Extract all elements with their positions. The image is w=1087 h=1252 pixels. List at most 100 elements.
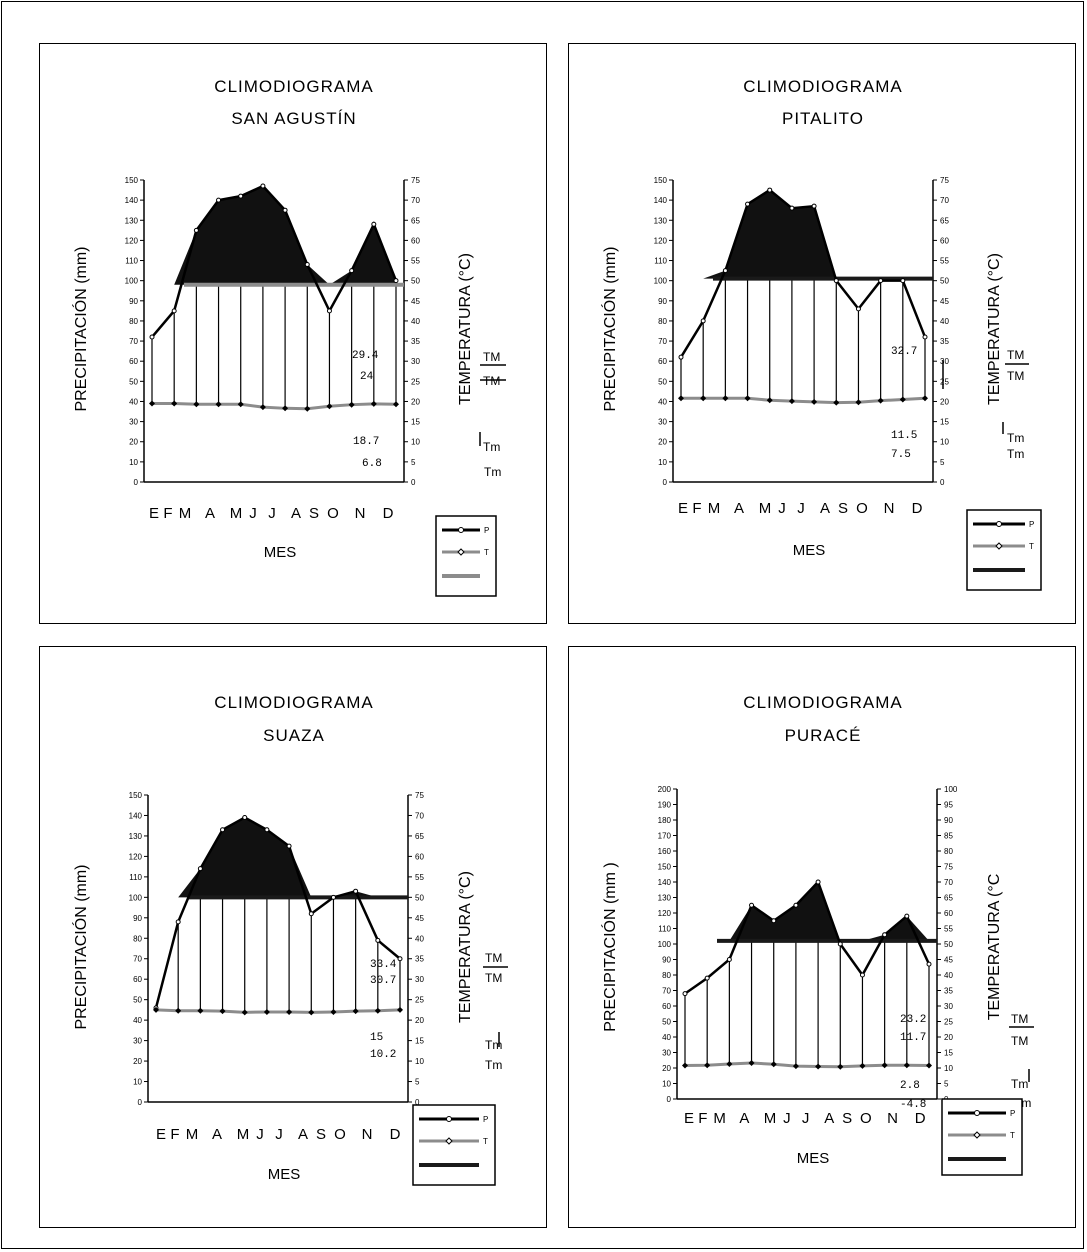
y2-tick-label: 15 (944, 1049, 953, 1058)
y2-tick-label: 70 (411, 196, 420, 205)
y-tick-label: 170 (658, 832, 672, 841)
y-axis-label: PRECIPITACIÓN (mm ) (600, 862, 619, 1031)
y-axis-label: PRECIPITACIÓN (mm) (600, 246, 619, 411)
series-p-point (771, 918, 777, 924)
x-tick-label: J (268, 505, 276, 522)
tm-label: Tm (485, 1038, 502, 1052)
y-tick-label: 150 (658, 863, 672, 872)
series-t-point (770, 1061, 777, 1068)
x-tick-label: A (205, 505, 215, 522)
y-tick-label: 10 (133, 1078, 142, 1087)
y2-tick-label: 95 (944, 801, 953, 810)
x-tick-label: M (186, 1126, 199, 1143)
series-p-point (171, 308, 177, 314)
y2-tick-label: 5 (944, 1080, 949, 1089)
y2-tick-label: 0 (415, 1098, 420, 1107)
y-tick-label: 10 (129, 458, 138, 467)
series-p-point (793, 902, 799, 908)
y2-tick-label: 25 (415, 996, 424, 1005)
y-tick-label: 50 (129, 377, 138, 386)
series-t-point (700, 395, 707, 402)
series-t-point (215, 401, 222, 408)
series-p-point (393, 278, 399, 284)
series-t-point (855, 399, 862, 406)
series-t-point (308, 1009, 315, 1016)
y2-tick-label: 45 (411, 297, 420, 306)
series-p-point (837, 941, 843, 947)
value-annotation: 33.4 (370, 959, 397, 971)
x-tick-label: D (390, 1126, 401, 1143)
series-p-point (904, 913, 910, 919)
series-t-point (792, 1063, 799, 1070)
legend-label: P (484, 526, 489, 535)
y2-tick-label: 70 (415, 811, 424, 820)
y2-tick-label: 40 (944, 971, 953, 980)
y2-tick-label: 55 (940, 257, 949, 266)
y-tick-label: 0 (663, 478, 668, 487)
chart-subtitle: SAN AGUSTÍN (231, 109, 356, 128)
legend-marker (446, 1116, 452, 1122)
legend-marker (973, 1131, 981, 1139)
y-tick-label: 0 (134, 478, 139, 487)
x-tick-label: S (842, 1110, 852, 1127)
series-t-point (881, 1062, 888, 1069)
series-t-point (197, 1007, 204, 1014)
series-p-point (678, 354, 684, 360)
x-tick-label: O (856, 500, 868, 517)
value-annotation: 15 (370, 1032, 383, 1044)
x-tick-label: M (230, 505, 243, 522)
y2-tick-label: 20 (411, 397, 420, 406)
y-tick-label: 140 (654, 196, 668, 205)
y2-tick-label: 20 (940, 397, 949, 406)
value-annotation: 29.4 (352, 350, 379, 362)
x-tick-label: F (170, 1126, 179, 1143)
tm-label: TM (1011, 1012, 1028, 1026)
value-annotation: 6.8 (362, 458, 382, 470)
x-tick-label: J (783, 1110, 791, 1127)
series-t-point (859, 1062, 866, 1069)
y-tick-label: 130 (129, 832, 143, 841)
series-p-point (175, 919, 181, 925)
y2-tick-label: 35 (415, 955, 424, 964)
series-t-line (152, 401, 397, 411)
tm-label: Tm (483, 440, 500, 454)
y-tick-label: 120 (658, 909, 672, 918)
x-tick-label: F (163, 505, 172, 522)
y2-tick-label: 25 (411, 377, 420, 386)
humid-area (685, 882, 929, 941)
y2-tick-label: 5 (411, 458, 416, 467)
x-tick-label: O (334, 1126, 346, 1143)
y2-tick-label: 50 (940, 277, 949, 286)
y2-tick-label: 10 (940, 438, 949, 447)
y-tick-label: 110 (654, 257, 667, 266)
chart-svg-suaza: CLIMODIOGRAMASUAZA0102030405060708090100… (71, 693, 508, 1186)
series-t-point (837, 1063, 844, 1070)
legend-marker (445, 1137, 453, 1145)
value-annotation: 32.7 (891, 346, 917, 358)
tm-label: TM (485, 951, 502, 965)
x-tick-label: D (383, 505, 394, 522)
series-p-point (922, 334, 928, 340)
tm-label: Tm (1007, 431, 1024, 445)
series-p-point (286, 843, 292, 849)
series-p-point (749, 902, 755, 908)
y2-tick-label: 20 (415, 1016, 424, 1025)
y-tick-label: 150 (129, 791, 143, 800)
tm-label: TM (1007, 348, 1024, 362)
series-t-point (259, 404, 266, 411)
y2-tick-label: 55 (944, 925, 953, 934)
x-tick-label: J (275, 1126, 283, 1143)
value-annotation: 18.7 (353, 436, 379, 448)
y2-tick-label: 60 (415, 852, 424, 861)
x-tick-label: N (355, 505, 366, 522)
series-p-point (811, 203, 817, 209)
x-tick-label: F (692, 500, 701, 517)
tm-label: TM (483, 350, 500, 364)
y-tick-label: 50 (133, 996, 142, 1005)
y-tick-label: 120 (654, 236, 668, 245)
chart-subtitle: PITALITO (782, 109, 864, 128)
series-p-point (882, 932, 888, 938)
series-t-point (744, 395, 751, 402)
series-t-point (926, 1062, 932, 1069)
y-tick-label: 80 (658, 317, 667, 326)
